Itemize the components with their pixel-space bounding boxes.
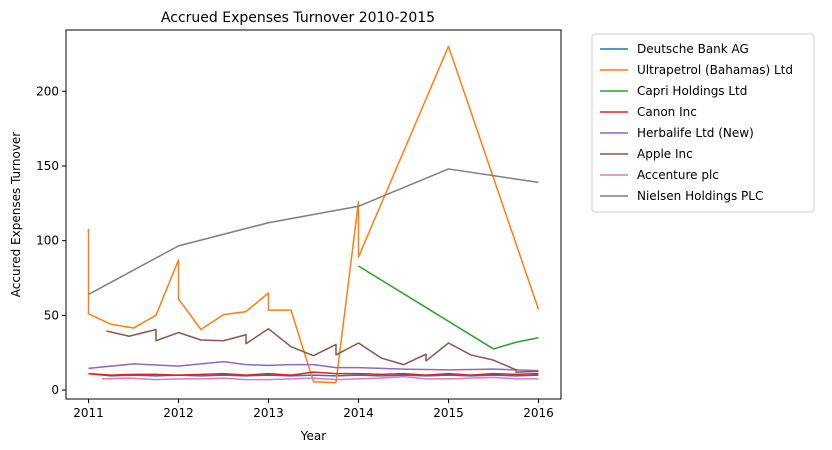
legend-label-3: Canon Inc	[637, 105, 697, 119]
x-tick-label-2: 2013	[253, 406, 284, 420]
series-line-6	[101, 375, 539, 381]
legend-box	[591, 33, 815, 213]
series-line-0	[88, 372, 539, 377]
y-axis-label: Accured Expenses Turnover	[9, 132, 23, 298]
legend-label-2: Capri Holdings Ltd	[637, 84, 747, 98]
x-tick-label-4: 2015	[433, 406, 464, 420]
x-tick-label-0: 2011	[73, 406, 104, 420]
x-tick-label-1: 2012	[163, 406, 194, 420]
plot-frame	[65, 29, 562, 400]
y-tick-label-3: 150	[36, 159, 59, 173]
x-axis-label: Year	[300, 429, 326, 443]
legend-entries: Deutsche Bank AG Ultrapetrol (Bahamas) Lt…	[600, 42, 793, 203]
legend-label-5: Apple Inc	[637, 147, 693, 161]
x-axis-ticks: 2011 2012 2013 2014 2015 2016	[73, 399, 554, 420]
legend-label-1: Ultrapetrol (Bahamas) Ltd	[637, 63, 793, 77]
y-tick-label-4: 200	[36, 84, 59, 98]
legend-label-6: Accenture plc	[637, 168, 719, 182]
chart-title: Accrued Expenses Turnover 2010-2015	[161, 10, 435, 26]
series-line-2	[358, 265, 539, 350]
y-tick-label-0: 0	[51, 383, 59, 397]
series-line-3	[88, 371, 539, 376]
legend: Deutsche Bank AG Ultrapetrol (Bahamas) Lt…	[591, 33, 815, 213]
y-axis-ticks: 0 50 100 150 200	[36, 84, 66, 397]
series-line-4	[88, 360, 539, 372]
legend-label-7: Nielsen Holdings PLC	[637, 189, 763, 203]
x-tick-label-5: 2016	[523, 406, 554, 420]
series-line-1	[87, 45, 540, 384]
legend-label-4: Herbalife Ltd (New)	[637, 126, 754, 140]
plot-lines	[87, 45, 540, 384]
series-line-7	[88, 168, 539, 296]
y-tick-label-2: 100	[36, 234, 59, 248]
series-line-5	[106, 328, 539, 373]
y-tick-label-1: 50	[44, 308, 59, 322]
legend-label-0: Deutsche Bank AG	[637, 42, 749, 56]
x-tick-label-3: 2014	[343, 406, 374, 420]
